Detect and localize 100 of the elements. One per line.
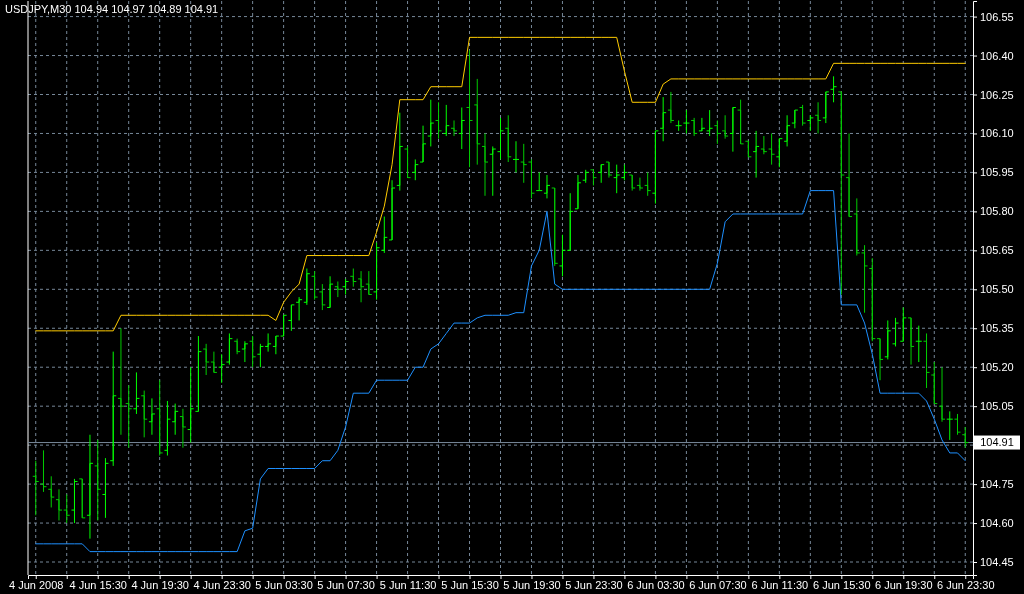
candlestick <box>667 91 675 124</box>
candlestick <box>373 242 381 301</box>
y-tick-label: 105.35 <box>980 322 1014 335</box>
candlestick <box>768 132 776 166</box>
candlestick <box>876 338 884 381</box>
candlestick <box>218 353 226 384</box>
candlestick <box>845 132 853 218</box>
x-tick-label: 4 Jun 23:30 <box>193 578 251 591</box>
candlestick <box>404 145 412 179</box>
candlestick <box>365 270 373 295</box>
y-tick-label: 104.75 <box>980 478 1014 491</box>
candlestick <box>318 283 326 311</box>
candlestick <box>210 351 218 373</box>
candlestick <box>132 371 140 415</box>
x-tick-label: 5 Jun 19:30 <box>503 578 561 591</box>
candlestick <box>78 478 86 519</box>
candlestick <box>636 177 644 192</box>
x-tick-label: 5 Jun 03:30 <box>255 578 313 591</box>
candlestick <box>520 143 528 184</box>
candlestick <box>907 317 915 366</box>
y-tick-label: 104.60 <box>980 517 1014 530</box>
candlestick <box>380 216 388 254</box>
candlestick <box>884 319 892 360</box>
candlestick <box>349 268 357 288</box>
y-tick-label: 106.10 <box>980 127 1014 140</box>
candlestick <box>489 145 497 197</box>
candlestick <box>357 270 365 303</box>
candlestick <box>125 384 133 449</box>
x-tick-label: 6 Jun 07:30 <box>689 578 747 591</box>
candlestick <box>892 317 900 347</box>
candlestick <box>853 197 861 257</box>
candlestick <box>94 439 102 521</box>
candlestick <box>682 109 690 134</box>
y-tick-label: 105.05 <box>980 400 1014 413</box>
candlestick <box>915 325 923 363</box>
x-tick-label: 4 Jun 2008 <box>9 578 64 591</box>
candlestick <box>737 99 745 145</box>
candlestick <box>63 493 71 524</box>
candlestick <box>822 91 830 124</box>
candlestick <box>721 114 729 140</box>
candlestick <box>109 351 117 467</box>
candlestick <box>179 408 187 449</box>
candlestick <box>791 109 799 129</box>
chart-title: USDJPY,M30 104.94 104.97 104.89 104.91 <box>5 3 219 15</box>
candlestick <box>473 78 481 166</box>
y-tick-label: 105.50 <box>980 283 1014 296</box>
candlestick <box>450 119 458 137</box>
candlestick <box>814 101 822 134</box>
candlestick <box>675 119 683 132</box>
candlestick <box>295 296 303 321</box>
candlestick <box>264 332 272 353</box>
candlestick <box>868 257 876 342</box>
candlestick <box>55 488 63 521</box>
candlestick <box>644 171 652 197</box>
x-tick-label: 5 Jun 11:30 <box>379 578 437 591</box>
candlestick <box>249 335 257 368</box>
x-tick-label: 6 Jun 03:30 <box>627 578 685 591</box>
candlestick <box>101 457 109 519</box>
candlestick <box>32 460 40 516</box>
candlestick <box>326 275 334 308</box>
x-tick-label: 6 Jun 19:30 <box>875 578 933 591</box>
candlestick <box>272 335 280 355</box>
x-tick-label: 5 Jun 23:30 <box>565 578 623 591</box>
line-series <box>35 36 966 332</box>
candlestick <box>70 478 78 524</box>
candlestick <box>435 101 443 140</box>
candlestick <box>202 343 210 376</box>
candlestick <box>504 114 512 163</box>
candlestick <box>156 379 164 457</box>
candlestick <box>930 361 938 405</box>
candlestick <box>148 397 156 436</box>
candlestick <box>512 140 520 173</box>
y-tick-label: 106.55 <box>980 10 1014 23</box>
candlestick <box>799 104 807 127</box>
candlestick <box>543 174 551 199</box>
line-series <box>35 190 966 553</box>
candlestick <box>527 158 535 199</box>
candlestick <box>466 49 474 168</box>
candlestick <box>171 403 179 436</box>
y-tick-label: 105.20 <box>980 361 1014 374</box>
candlestick <box>256 343 264 368</box>
candlestick <box>659 96 667 142</box>
candlestick <box>558 234 566 277</box>
candlestick <box>690 117 698 137</box>
candlestick <box>163 400 171 457</box>
x-tick-label: 6 Jun 23:30 <box>937 578 995 591</box>
candlestick <box>442 104 450 137</box>
candlestick <box>458 106 466 150</box>
y-tick-label: 105.80 <box>980 205 1014 218</box>
candlestick <box>651 130 659 205</box>
candlestick <box>481 132 489 197</box>
candlestick <box>225 332 233 366</box>
candlestick <box>551 187 559 267</box>
y-tick-label: 104.45 <box>980 556 1014 569</box>
candlestick <box>280 314 288 337</box>
candlestick <box>311 270 319 301</box>
y-tick-label: 106.25 <box>980 88 1014 101</box>
candlestick <box>961 426 969 449</box>
y-tick-label: 105.65 <box>980 244 1014 257</box>
candlestick <box>566 192 574 251</box>
